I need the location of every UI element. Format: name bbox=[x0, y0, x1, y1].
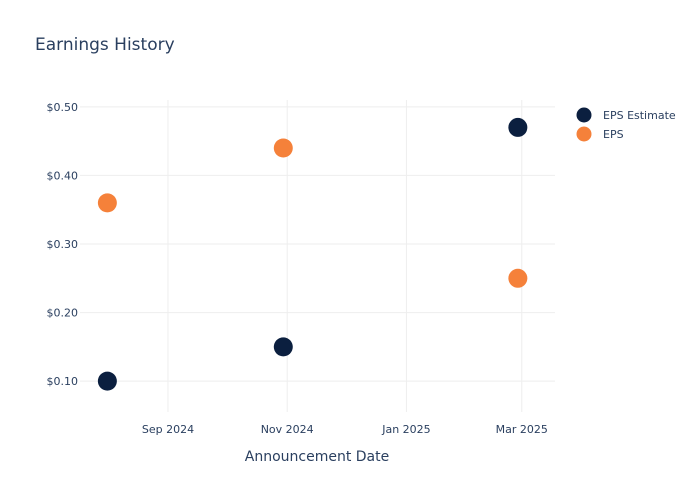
data-point[interactable] bbox=[508, 268, 528, 288]
y-tick-label: $0.40 bbox=[47, 169, 79, 182]
y-tick-label: $0.30 bbox=[47, 238, 79, 251]
x-tick-label: Jan 2025 bbox=[381, 423, 430, 436]
legend: EPS Estimate EPS bbox=[576, 107, 676, 142]
y-tick-label: $0.10 bbox=[47, 375, 79, 388]
data-point[interactable] bbox=[273, 337, 293, 357]
y-tick-label: $0.50 bbox=[47, 101, 79, 114]
x-tick-label: Mar 2025 bbox=[496, 423, 548, 436]
x-tick-label: Sep 2024 bbox=[142, 423, 194, 436]
y-axis-ticks: $0.10 $0.20 $0.30 $0.40 $0.50 bbox=[47, 101, 79, 388]
data-point[interactable] bbox=[508, 117, 528, 137]
x-tick-label: Nov 2024 bbox=[261, 423, 314, 436]
legend-marker[interactable] bbox=[576, 126, 592, 142]
legend-marker[interactable] bbox=[576, 107, 592, 123]
data-point[interactable] bbox=[97, 193, 117, 213]
x-axis-ticks: Sep 2024 Nov 2024 Jan 2025 Mar 2025 bbox=[142, 423, 548, 436]
x-axis-title: Announcement Date bbox=[245, 449, 389, 465]
grid bbox=[80, 100, 555, 412]
legend-label[interactable]: EPS Estimate bbox=[603, 109, 676, 122]
data-point[interactable] bbox=[97, 371, 117, 391]
y-tick-label: $0.20 bbox=[47, 307, 79, 320]
data-points bbox=[97, 117, 528, 391]
data-point[interactable] bbox=[273, 138, 293, 158]
legend-label[interactable]: EPS bbox=[603, 128, 624, 141]
chart-title: Earnings History bbox=[35, 35, 175, 55]
